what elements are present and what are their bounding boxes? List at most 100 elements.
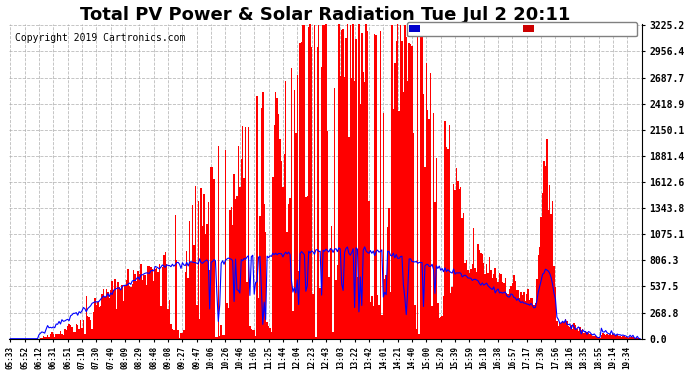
Bar (562, 321, 563, 339)
Bar (106, 289, 107, 339)
Bar (601, 335, 602, 339)
Bar (607, 333, 608, 339)
Bar (100, 306, 101, 339)
Bar (215, 337, 216, 339)
Bar (366, 0, 367, 339)
Bar (584, 333, 585, 339)
Bar (304, 25, 305, 339)
Bar (244, 178, 245, 339)
Bar (424, 166, 426, 339)
Bar (532, 297, 533, 339)
Bar (306, 196, 308, 339)
Bar (575, 326, 576, 339)
Bar (451, 287, 453, 339)
Bar (99, 307, 100, 339)
Bar (621, 337, 622, 339)
Bar (524, 301, 526, 339)
Bar (249, 326, 250, 339)
Bar (261, 108, 262, 339)
Bar (322, 25, 324, 339)
Bar (97, 302, 99, 339)
Bar (161, 267, 163, 339)
Bar (506, 294, 507, 339)
Bar (150, 267, 152, 339)
Bar (52, 334, 54, 339)
Bar (268, 326, 269, 339)
Bar (47, 335, 48, 339)
Bar (635, 338, 637, 339)
Bar (250, 329, 252, 339)
Bar (390, 292, 391, 339)
Bar (201, 226, 204, 339)
Bar (463, 213, 464, 339)
Bar (351, 78, 353, 339)
Bar (453, 184, 454, 339)
Bar (101, 294, 103, 339)
Bar (253, 330, 255, 339)
Bar (592, 336, 593, 339)
Bar (622, 336, 624, 339)
Bar (90, 320, 91, 339)
Bar (393, 109, 394, 339)
Bar (520, 292, 522, 339)
Bar (103, 289, 104, 339)
Bar (397, 0, 398, 339)
Bar (217, 147, 219, 339)
Bar (91, 329, 92, 339)
Bar (602, 333, 604, 339)
Bar (235, 199, 236, 339)
Bar (361, 33, 362, 339)
Bar (144, 275, 146, 339)
Bar (132, 284, 133, 339)
Bar (59, 334, 60, 339)
Bar (224, 335, 225, 339)
Bar (615, 336, 616, 339)
Bar (318, 25, 319, 339)
Bar (278, 114, 279, 339)
Bar (364, 82, 366, 339)
Bar (269, 328, 270, 339)
Bar (152, 269, 153, 339)
Bar (311, 47, 313, 339)
Bar (394, 63, 395, 339)
Bar (620, 336, 621, 339)
Bar (163, 255, 164, 339)
Bar (70, 326, 71, 339)
Bar (566, 321, 568, 339)
Bar (454, 190, 456, 339)
Bar (373, 306, 374, 339)
Bar (213, 178, 215, 339)
Bar (295, 133, 297, 339)
Bar (123, 301, 124, 339)
Bar (71, 327, 72, 339)
Bar (270, 332, 272, 339)
Bar (60, 331, 61, 339)
Bar (135, 274, 136, 339)
Bar (175, 215, 176, 339)
Bar (124, 286, 126, 339)
Bar (350, 25, 351, 339)
Bar (391, 25, 393, 339)
Bar (426, 63, 427, 339)
Bar (188, 278, 189, 339)
Bar (529, 300, 531, 339)
Bar (292, 311, 294, 339)
Bar (572, 328, 573, 339)
Bar (196, 305, 197, 339)
Bar (353, 12, 354, 339)
Bar (355, 39, 357, 339)
Bar (536, 279, 538, 339)
Bar (527, 289, 529, 339)
Bar (404, 25, 406, 339)
Bar (596, 337, 598, 339)
Bar (50, 334, 51, 339)
Bar (370, 302, 371, 339)
Bar (470, 269, 471, 339)
Bar (319, 288, 321, 339)
Bar (637, 338, 638, 339)
Bar (288, 204, 289, 339)
Bar (518, 290, 519, 339)
Bar (168, 309, 169, 339)
Bar (245, 127, 246, 339)
Bar (378, 305, 380, 339)
